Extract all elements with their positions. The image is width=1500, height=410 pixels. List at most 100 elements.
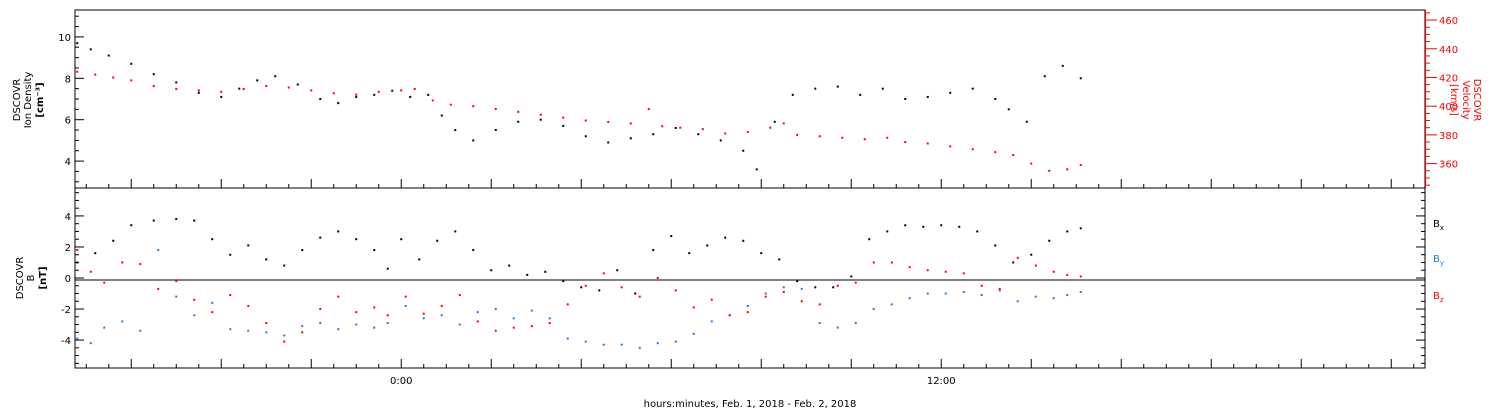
data-point [598, 289, 601, 292]
data-point [449, 103, 452, 106]
data-point [391, 89, 394, 92]
data-point [440, 314, 443, 317]
data-point [881, 87, 884, 90]
data-point [1030, 162, 1033, 165]
data-point [562, 280, 565, 283]
data-point [418, 258, 421, 261]
data-point [301, 249, 304, 252]
data-point [157, 287, 160, 290]
data-point [701, 128, 704, 131]
data-point [422, 317, 425, 320]
data-point [1012, 261, 1015, 264]
data-point [854, 281, 857, 284]
data-point [440, 114, 443, 117]
data-point [193, 298, 196, 301]
data-point [238, 87, 241, 90]
y-tick-label: 10 [58, 33, 71, 44]
data-point [152, 219, 155, 222]
data-point [472, 139, 475, 142]
data-point [409, 95, 412, 98]
data-point [427, 93, 430, 96]
data-point [107, 54, 110, 57]
velocity-axis-title: DSCOVR Velocity [km/s] [1448, 79, 1482, 122]
data-point [872, 261, 875, 264]
data-point [692, 306, 695, 309]
density-axis-title: DSCOVR Ion Density [cm⁻³] [12, 72, 46, 129]
data-point [400, 89, 403, 92]
data-point [548, 322, 551, 324]
data-point [193, 314, 196, 317]
data-point [679, 126, 682, 129]
data-point [256, 79, 259, 82]
data-point [175, 280, 178, 283]
data-point [355, 95, 358, 98]
data-point [1079, 290, 1082, 293]
data-point [89, 48, 92, 51]
data-point [904, 141, 907, 144]
data-point [994, 151, 997, 154]
data-point [76, 261, 79, 264]
data-point [742, 239, 745, 242]
data-point [89, 270, 92, 273]
y-tick-label: 0 [65, 274, 71, 285]
data-point [1066, 168, 1069, 171]
data-point [76, 70, 79, 73]
data-point [674, 340, 677, 343]
data-point [841, 136, 844, 139]
data-point [584, 135, 587, 138]
data-point [818, 322, 821, 324]
data-point [607, 120, 610, 123]
data-point [971, 148, 974, 151]
data-point [337, 328, 340, 331]
data-point [337, 295, 340, 298]
data-point [962, 272, 965, 275]
legend-by-sub: y [1440, 259, 1444, 267]
data-point [980, 284, 983, 287]
data-point [265, 322, 268, 324]
data-point [1079, 227, 1082, 230]
data-point [836, 326, 839, 329]
data-point [220, 95, 223, 98]
data-point [796, 280, 799, 283]
data-point [949, 145, 952, 148]
data-point [494, 129, 497, 132]
data-point [890, 261, 893, 264]
data-point [791, 93, 794, 96]
data-point [764, 295, 767, 298]
data-point [229, 328, 232, 331]
data-point [530, 309, 533, 312]
data-point [103, 281, 106, 284]
data-point [818, 135, 821, 138]
data-point [544, 270, 547, 273]
y-right-tick-label: 380 [1439, 131, 1458, 142]
data-point [130, 79, 133, 82]
data-point [355, 311, 358, 314]
data-point [652, 249, 655, 252]
data-point [1066, 230, 1069, 233]
legend-bz-main: B [1433, 291, 1440, 302]
data-point [530, 325, 533, 328]
data-point [674, 289, 677, 292]
data-point [211, 301, 214, 304]
data-point [1079, 275, 1082, 278]
data-point [440, 304, 443, 307]
data-point [602, 272, 605, 275]
data-point [458, 294, 461, 297]
data-point [404, 304, 407, 307]
data-point [152, 73, 155, 76]
data-point [197, 89, 200, 92]
data-points-layer [76, 42, 1082, 349]
data-point [512, 326, 515, 329]
data-point [265, 85, 268, 88]
data-point [476, 311, 479, 314]
data-point [566, 337, 569, 340]
data-point [229, 253, 232, 256]
data-point [404, 295, 407, 298]
data-point [1048, 169, 1051, 172]
field-axis-title: DSCOVR B [nT] [15, 257, 49, 300]
data-point [310, 89, 313, 92]
data-point [1016, 256, 1019, 259]
data-point [773, 120, 776, 123]
density-label-line3: [cm⁻³] [35, 82, 46, 117]
